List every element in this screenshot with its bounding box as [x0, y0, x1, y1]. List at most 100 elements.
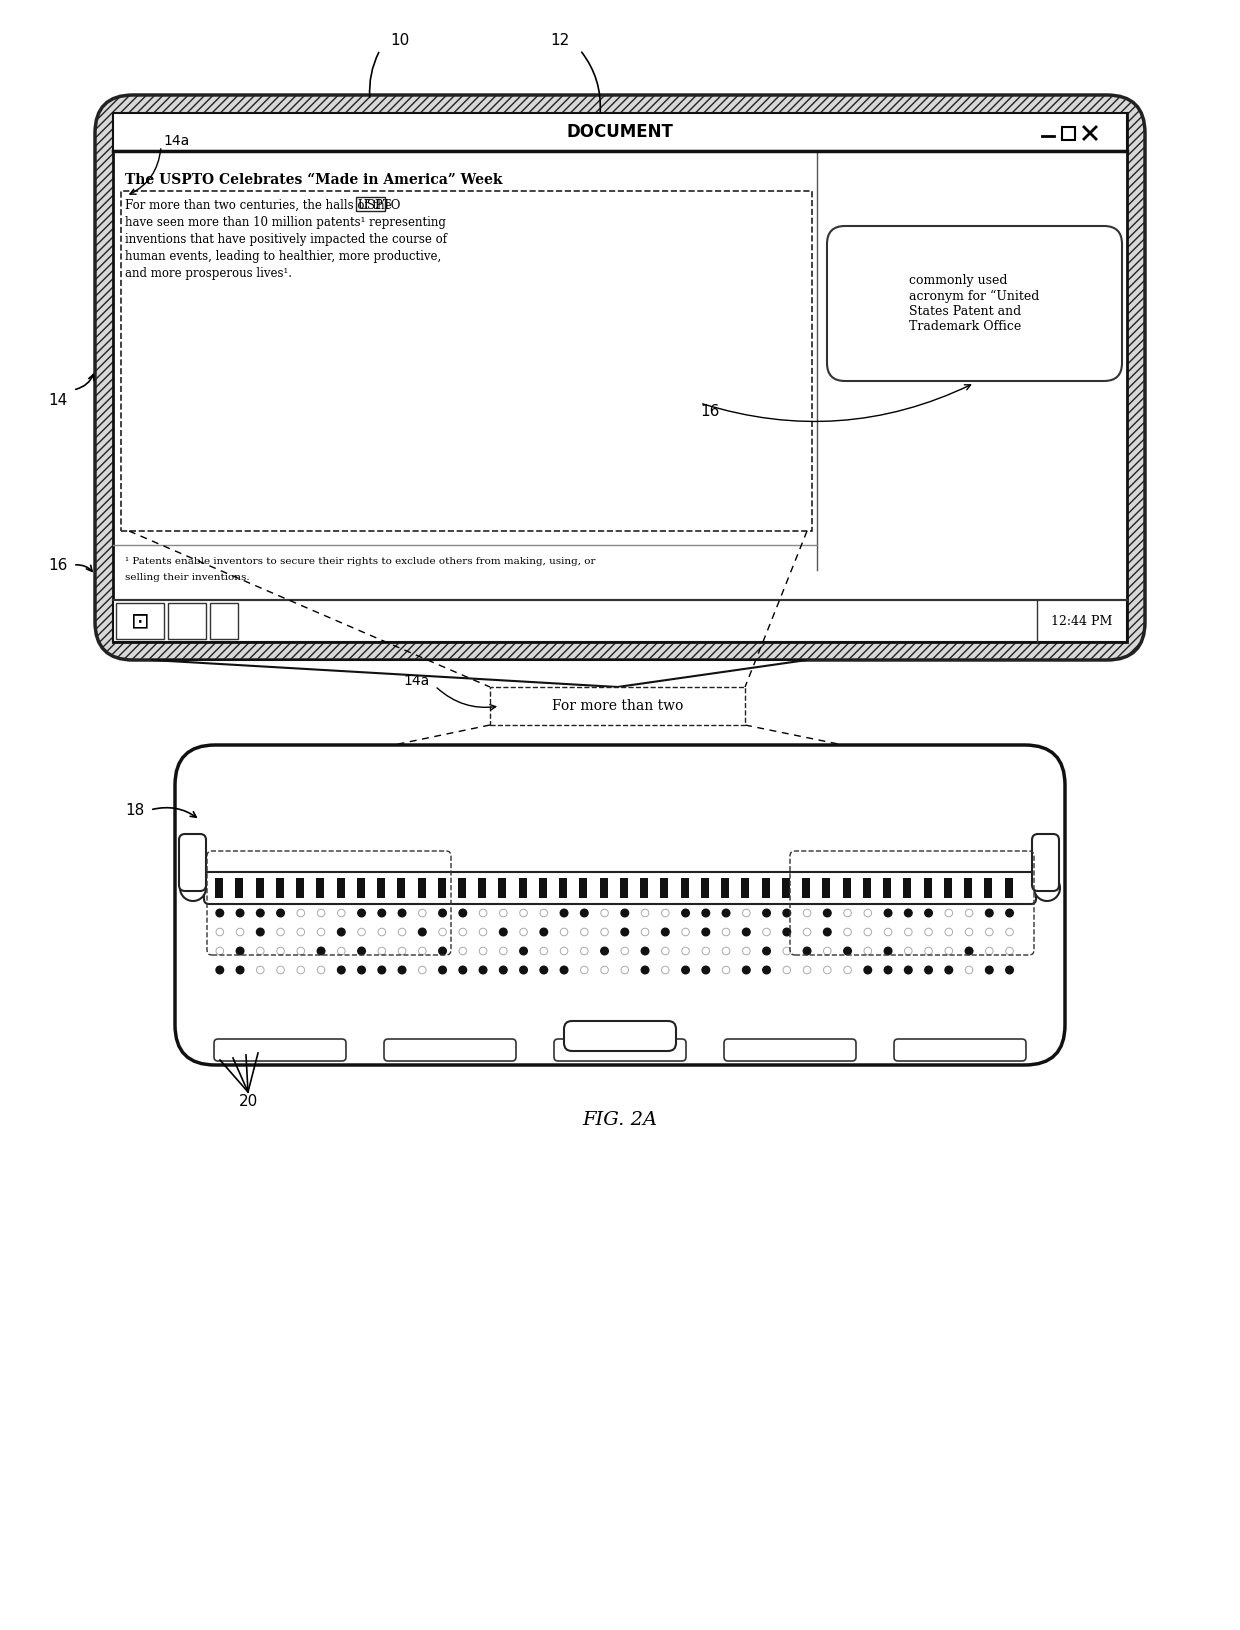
Circle shape [864, 967, 872, 973]
Bar [438, 879, 445, 898]
Bar [518, 879, 527, 898]
FancyBboxPatch shape [215, 1038, 346, 1061]
Circle shape [580, 910, 588, 916]
Text: 14a: 14a [404, 673, 430, 688]
Bar [336, 879, 345, 898]
Bar [397, 879, 405, 898]
Text: The USPTO Celebrates “Made in America” Week: The USPTO Celebrates “Made in America” W… [125, 173, 502, 187]
Text: human events, leading to healthier, more productive,: human events, leading to healthier, more… [125, 249, 441, 262]
FancyBboxPatch shape [205, 872, 1035, 905]
Circle shape [823, 910, 831, 916]
Bar [539, 879, 547, 898]
Text: have seen more than 10 million patents¹ representing: have seen more than 10 million patents¹ … [125, 217, 446, 228]
Bar [490, 686, 745, 725]
Bar [559, 879, 567, 898]
Circle shape [358, 967, 366, 973]
Bar [296, 879, 304, 898]
FancyBboxPatch shape [1032, 835, 1059, 892]
Polygon shape [151, 660, 807, 686]
FancyBboxPatch shape [827, 227, 1122, 381]
Circle shape [682, 967, 689, 973]
Bar [113, 112, 1127, 152]
Circle shape [337, 967, 345, 973]
Bar [210, 603, 238, 639]
FancyBboxPatch shape [384, 1038, 516, 1061]
Circle shape [702, 927, 709, 936]
Bar [985, 879, 992, 898]
Text: 18: 18 [125, 802, 145, 818]
Circle shape [378, 910, 386, 916]
Bar [316, 879, 324, 898]
Bar [113, 600, 1127, 642]
Circle shape [257, 927, 264, 936]
Circle shape [180, 875, 206, 901]
FancyBboxPatch shape [329, 849, 396, 934]
Text: FIG. 2A: FIG. 2A [583, 1112, 657, 1130]
Circle shape [743, 927, 750, 936]
Bar [236, 879, 243, 898]
Circle shape [479, 967, 487, 973]
Bar [965, 879, 972, 898]
Text: 10: 10 [391, 33, 409, 47]
Circle shape [560, 910, 568, 916]
Circle shape [782, 910, 791, 916]
Circle shape [884, 947, 892, 955]
Circle shape [823, 927, 831, 936]
Text: DOCUMENT: DOCUMENT [567, 122, 673, 142]
Circle shape [439, 967, 446, 973]
Bar [479, 879, 486, 898]
Text: 16: 16 [701, 404, 719, 419]
Circle shape [459, 910, 466, 916]
FancyBboxPatch shape [724, 1038, 856, 1061]
Circle shape [237, 967, 244, 973]
Bar [640, 879, 649, 898]
Circle shape [702, 910, 709, 916]
Circle shape [600, 947, 609, 955]
FancyBboxPatch shape [554, 1038, 686, 1061]
Circle shape [621, 910, 629, 916]
Bar [579, 879, 588, 898]
Bar [1004, 879, 1013, 898]
Text: For more than two centuries, the halls of the: For more than two centuries, the halls o… [125, 199, 396, 212]
Bar [356, 197, 386, 210]
Bar [1061, 127, 1075, 140]
Bar [802, 879, 810, 898]
FancyBboxPatch shape [894, 1038, 1025, 1061]
Circle shape [459, 967, 466, 973]
Circle shape [763, 910, 770, 916]
Bar [620, 879, 627, 898]
Bar [822, 879, 831, 898]
Circle shape [539, 967, 548, 973]
Circle shape [904, 910, 913, 916]
Bar [215, 879, 223, 898]
FancyBboxPatch shape [263, 856, 337, 945]
Bar [944, 879, 952, 898]
Circle shape [419, 927, 427, 936]
FancyBboxPatch shape [844, 849, 911, 934]
Bar [681, 879, 688, 898]
Text: USPTO: USPTO [357, 199, 401, 212]
Bar [924, 879, 931, 898]
Circle shape [520, 947, 527, 955]
FancyBboxPatch shape [95, 95, 1145, 660]
FancyBboxPatch shape [564, 1020, 676, 1051]
Circle shape [763, 967, 770, 973]
Bar [661, 879, 668, 898]
Circle shape [398, 967, 405, 973]
Circle shape [782, 927, 791, 936]
Bar [904, 879, 911, 898]
Circle shape [337, 927, 345, 936]
Bar [113, 112, 1127, 642]
Text: 16: 16 [48, 557, 68, 572]
Circle shape [317, 947, 325, 955]
FancyBboxPatch shape [200, 864, 280, 957]
Text: and more prosperous lives¹.: and more prosperous lives¹. [125, 267, 291, 280]
Circle shape [661, 927, 670, 936]
Text: 12:44 PM: 12:44 PM [1052, 615, 1112, 628]
Text: inventions that have positively impacted the course of: inventions that have positively impacted… [125, 233, 446, 246]
Bar [761, 879, 770, 898]
Circle shape [763, 947, 770, 955]
Text: 20: 20 [238, 1094, 258, 1110]
Circle shape [925, 967, 932, 973]
Circle shape [1006, 967, 1013, 973]
